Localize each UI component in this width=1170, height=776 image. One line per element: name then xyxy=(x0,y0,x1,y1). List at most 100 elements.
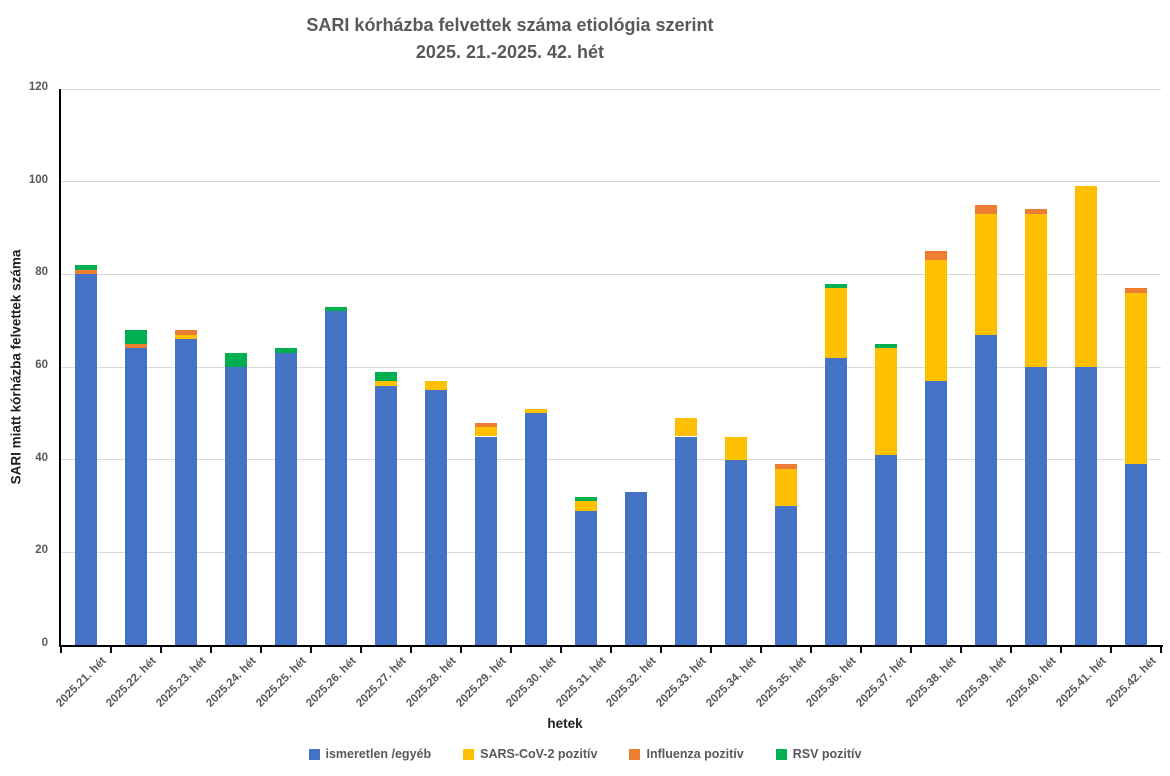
bar-segment xyxy=(1075,186,1097,367)
x-axis-tick xyxy=(510,647,512,653)
x-axis-line xyxy=(59,645,1163,647)
gridline xyxy=(61,88,1161,90)
x-axis-category-label: 2025.30. hét xyxy=(503,655,559,710)
y-tick-label: 100 xyxy=(28,173,48,186)
x-axis-tick xyxy=(910,647,912,653)
x-axis-category-label: 2025.26. hét xyxy=(303,655,359,710)
bar-segment xyxy=(75,265,97,270)
x-axis-tick xyxy=(160,647,162,653)
bar-segment xyxy=(75,274,97,645)
bar-segment xyxy=(925,260,947,381)
bar-segment xyxy=(175,339,197,645)
legend-item: SARS-CoV-2 pozitív xyxy=(463,747,597,761)
legend-swatch-icon xyxy=(463,748,475,760)
chart-subtitle: 2025. 21.-2025. 42. hét xyxy=(415,42,605,62)
bar-segment xyxy=(675,436,697,645)
bar-segment xyxy=(1125,292,1147,465)
x-axis-tick xyxy=(560,647,562,653)
x-axis-category-label: 2025.29. hét xyxy=(453,655,509,710)
bar-segment xyxy=(175,334,197,340)
x-axis-tick xyxy=(1010,647,1012,653)
y-tick-label: 80 xyxy=(35,266,48,279)
bar-segment xyxy=(375,385,397,645)
x-axis-category-label: 2025.25. hét xyxy=(253,655,309,710)
x-axis-tick xyxy=(410,647,412,653)
bar-segment xyxy=(825,283,847,289)
legend-label: ismeretlen /egyéb xyxy=(325,747,432,761)
legend-label: RSV pozitív xyxy=(792,747,862,761)
bar-segment xyxy=(325,311,347,645)
bar-segment xyxy=(1075,367,1097,645)
bar-segment xyxy=(825,288,847,358)
x-axis-category-label: 2025.33. hét xyxy=(653,655,709,710)
x-axis-category-label: 2025.22. hét xyxy=(103,655,159,710)
bar-segment xyxy=(125,348,147,645)
x-axis-tick xyxy=(610,647,612,653)
x-axis-category-label: 2025.34. hét xyxy=(703,655,759,710)
x-axis-tick xyxy=(360,647,362,653)
x-axis-category-label: 2025.24. hét xyxy=(203,655,259,710)
bar-segment xyxy=(425,390,447,645)
x-axis-tick xyxy=(460,647,462,653)
gridline xyxy=(61,459,1161,461)
x-axis-category-label: 2025.28. hét xyxy=(403,655,459,710)
bar-segment xyxy=(275,348,297,354)
bar-segment xyxy=(675,417,697,437)
x-axis-category-label: 2025.36. hét xyxy=(803,655,859,710)
x-axis-tick xyxy=(1160,647,1162,653)
y-tick-label: 120 xyxy=(28,81,48,93)
y-axis-line xyxy=(59,89,61,645)
x-axis-category-label: 2025.39. hét xyxy=(953,655,1009,710)
x-axis-tick xyxy=(1110,647,1112,653)
gridline xyxy=(61,273,1161,275)
x-axis-tick xyxy=(660,647,662,653)
chart-title: SARI kórházba felvettek száma etiológia … xyxy=(306,15,714,35)
x-axis-category-label: 2025.27. hét xyxy=(353,655,409,710)
x-axis-category-label: 2025.40. hét xyxy=(1003,655,1059,710)
x-axis-tick xyxy=(710,647,712,653)
legend-label: SARS-CoV-2 pozitív xyxy=(480,747,598,761)
legend: ismeretlen /egyéb SARS-CoV-2 pozitív Influ… xyxy=(0,747,1170,761)
x-axis-tick xyxy=(760,647,762,653)
bar-segment xyxy=(1125,288,1147,293)
bar-segment xyxy=(625,492,647,645)
x-axis-category-label: 2025.42. hét xyxy=(1103,655,1159,710)
bar-segment xyxy=(775,506,797,645)
x-axis-category-label: 2025.37. hét xyxy=(853,655,909,710)
x-axis-category-label: 2025.21. hét xyxy=(53,655,109,710)
bar-segment xyxy=(975,204,997,215)
gridline xyxy=(61,551,1161,553)
x-axis-category-label: 2025.32. hét xyxy=(603,655,659,710)
x-axis-tick xyxy=(960,647,962,653)
x-axis-tick xyxy=(1060,647,1062,653)
bar-segment xyxy=(275,353,297,645)
bar-segment xyxy=(1025,209,1047,215)
bar-segment xyxy=(225,353,247,367)
bar-segment xyxy=(125,343,147,349)
bar-segment xyxy=(775,468,797,506)
bar-segment xyxy=(575,510,597,645)
bar-segment xyxy=(925,380,947,645)
bar-segment xyxy=(225,367,247,645)
x-axis-tick xyxy=(260,647,262,653)
x-axis-category-label: 2025.31. hét xyxy=(553,655,609,710)
x-axis-tick xyxy=(860,647,862,653)
legend-swatch-icon xyxy=(629,748,641,760)
bar-segment xyxy=(425,380,447,391)
bar-segment xyxy=(325,306,347,312)
bar-segment xyxy=(125,329,147,344)
bar-segment xyxy=(775,464,797,469)
bar-segment xyxy=(525,413,547,645)
y-tick-label: 60 xyxy=(35,359,48,371)
legend-label: Influenza pozitív xyxy=(646,747,744,761)
legend-swatch-icon xyxy=(775,748,787,760)
y-tick-label: 40 xyxy=(35,451,48,464)
bar-segment xyxy=(475,422,497,428)
bar-segment xyxy=(1025,214,1047,367)
gridline xyxy=(61,366,1161,368)
x-axis-title: hetek xyxy=(547,716,583,731)
bar-segment xyxy=(475,436,497,645)
bar-segment xyxy=(575,496,597,502)
bar-segment xyxy=(375,380,397,386)
bar-segment xyxy=(875,455,897,645)
